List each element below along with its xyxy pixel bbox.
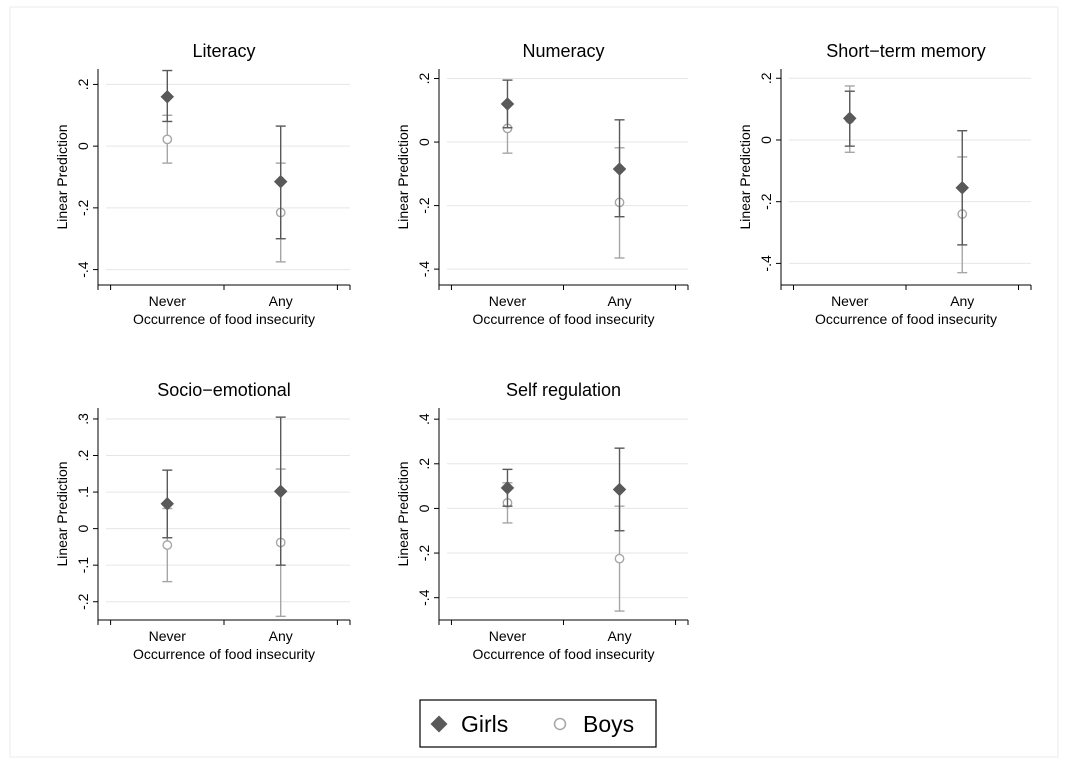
y-tick-label: .2 [75, 449, 91, 461]
y-tick-label: -.4 [416, 589, 432, 606]
panel-title: Self regulation [506, 380, 621, 400]
y-axis-title: Linear Prediction [737, 124, 753, 229]
legend-box [419, 699, 657, 748]
legend-girls-marker [430, 715, 448, 733]
x-axis-title: Occurrence of food insecurity [133, 646, 315, 662]
y-tick-label: .2 [758, 72, 774, 84]
y-axis-title: Linear Prediction [54, 124, 70, 229]
y-tick-label: .2 [416, 458, 432, 470]
x-tick-label: Never [831, 293, 869, 309]
y-tick-label: -.1 [75, 557, 91, 574]
girls-point [160, 496, 175, 511]
y-tick-label: -.4 [758, 255, 774, 272]
x-tick-label: Never [489, 293, 527, 309]
panel-title: Literacy [192, 41, 255, 61]
panel-title: Short−term memory [826, 41, 986, 61]
x-tick-label: Any [269, 628, 293, 644]
panel-3: Short−term memory .2 0 -.2 -.4 Never Any Occurr… [737, 41, 1032, 327]
x-tick-label: Never [149, 628, 187, 644]
y-tick-label: -.2 [416, 545, 432, 562]
boys-point [162, 134, 173, 145]
girls-point [955, 180, 970, 195]
y-tick-label: .2 [75, 78, 91, 90]
panel-title: Numeracy [522, 41, 604, 61]
x-tick-label: Any [607, 293, 631, 309]
girls-point [500, 481, 515, 495]
y-tick-label: -.2 [75, 199, 91, 216]
panel-title: Socio−emotional [157, 380, 291, 400]
x-tick-label: Never [149, 293, 187, 309]
panel-4: Socio−emotional .3 .2 .1 0 -.1 -.2 Never Any Occu… [54, 380, 351, 662]
girls-point [612, 482, 627, 497]
y-tick-label: 0 [416, 138, 432, 146]
y-tick-label: 0 [416, 504, 432, 512]
y-tick-label: -.4 [416, 261, 432, 278]
girls-point [612, 162, 627, 176]
y-tick-label: .4 [416, 413, 432, 425]
x-axis-title: Occurrence of food insecurity [815, 311, 997, 327]
y-tick-label: -.2 [758, 193, 774, 210]
y-axis-title: Linear Prediction [54, 461, 70, 566]
legend-boys-marker [553, 717, 567, 731]
y-axis-title: Linear Prediction [395, 461, 411, 566]
y-tick-label: 0 [758, 136, 774, 144]
boys-point [614, 553, 625, 564]
y-tick-label: -.4 [75, 261, 91, 278]
x-tick-label: Any [607, 628, 631, 644]
y-tick-label: .1 [75, 486, 91, 498]
girls-point [273, 484, 288, 499]
legend: Girls Boys [419, 699, 657, 748]
x-tick-label: Never [489, 628, 527, 644]
x-axis-title: Occurrence of food insecurity [472, 311, 654, 327]
boys-point [162, 540, 173, 550]
girls-point [500, 97, 515, 111]
x-axis-title: Occurrence of food insecurity [133, 311, 315, 327]
panel-5: Self regulation .4 .2 0 -.2 -.4 Never Any Occurr… [395, 380, 689, 662]
panel-2: Numeracy .2 0 -.2 -.4 Never Any Occurrence of f… [395, 41, 689, 327]
y-tick-label: 0 [75, 142, 91, 150]
x-axis-title: Occurrence of food insecurity [472, 646, 654, 662]
x-tick-label: Any [950, 293, 974, 309]
x-tick-label: Any [269, 293, 293, 309]
girls-point [273, 174, 288, 189]
y-tick-label: -.2 [75, 593, 91, 610]
y-tick-label: 0 [75, 525, 91, 533]
y-axis-title: Linear Prediction [395, 124, 411, 229]
girls-point [160, 89, 175, 104]
y-tick-label: .3 [75, 413, 91, 425]
legend-label-boys: Boys [583, 711, 634, 737]
girls-point [842, 111, 857, 126]
legend-label-girls: Girls [461, 711, 508, 737]
figure-frame [9, 6, 1059, 758]
y-tick-label: -.2 [416, 197, 432, 214]
y-tick-label: .2 [416, 72, 432, 84]
panel-1: Literacy .2 0 -.2 -.4 Never Any Occurrence of f… [54, 41, 351, 327]
